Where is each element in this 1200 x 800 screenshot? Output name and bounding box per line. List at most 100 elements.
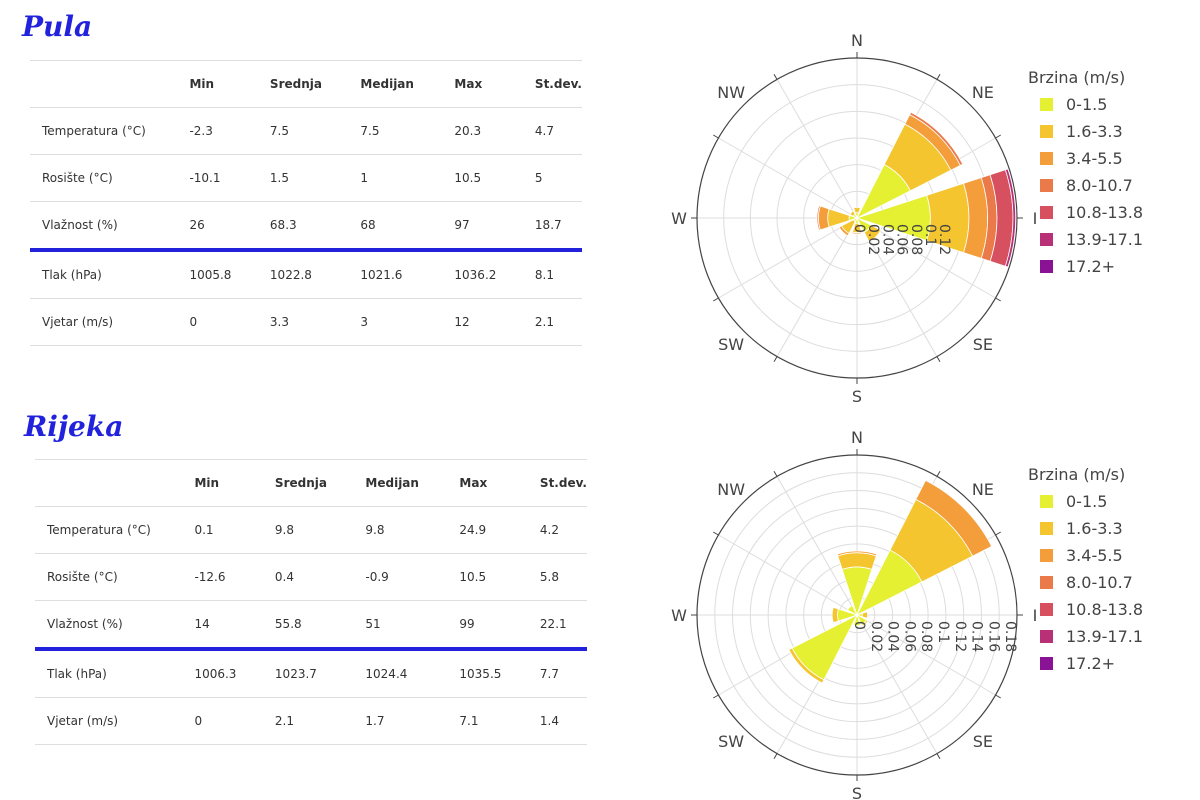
stats-table-header: Min Srednja Medijan Max St.dev. — [30, 60, 582, 108]
direction-label: S — [852, 784, 862, 800]
legend-swatch — [1040, 98, 1053, 111]
grid-spoke — [776, 476, 858, 616]
direction-label: SW — [718, 335, 744, 354]
rose-bar — [853, 613, 861, 627]
legend-label: 17.2+ — [1066, 654, 1115, 673]
direction-label: N — [851, 31, 863, 50]
header-cell-srednja: Srednja — [262, 459, 354, 507]
table-row: Vlažnost (%) 26 68.3 68 97 18.7 — [30, 201, 582, 252]
table-cell: -12.6 — [182, 553, 263, 601]
legend-swatch — [1040, 125, 1053, 138]
table-cell: 1023.7 — [262, 649, 354, 698]
rose-bar — [788, 647, 825, 684]
legend-swatch — [1040, 630, 1053, 643]
angular-tick — [712, 134, 719, 139]
table-cell: 0.1 — [182, 506, 263, 554]
legend-label: 13.9-17.1 — [1066, 627, 1143, 646]
header-cell-medijan: Medijan — [353, 459, 448, 507]
table-cell: 1035.5 — [447, 649, 528, 698]
table-cell: -10.1 — [177, 154, 258, 202]
table-cell: 7.7 — [527, 649, 587, 698]
table-cell: 1 — [348, 154, 443, 202]
header-cell-empty — [30, 60, 178, 108]
table-cell: 0 — [177, 298, 258, 346]
angular-tick — [773, 753, 778, 760]
legend-swatch — [1040, 549, 1053, 562]
table-cell: 2.1 — [522, 298, 582, 346]
table-cell: 4.7 — [522, 107, 582, 155]
row-label: Rosište (°C) — [35, 553, 183, 601]
stats-table-rijeka: Min Srednja Medijan Max St.dev. Temperat… — [35, 459, 587, 745]
radial-tick-label: 0 — [851, 621, 867, 630]
direction-label: I — [1033, 209, 1038, 228]
radial-tick-label: 0.12 — [936, 224, 952, 255]
row-label: Temperatura (°C) — [35, 506, 183, 554]
header-cell-max: Max — [447, 459, 528, 507]
rose-bar — [1004, 168, 1017, 268]
stats-table-body: Temperatura (°C) -2.3 7.5 7.5 20.3 4.7 Rosište… — [30, 107, 582, 346]
radial-tick-label: 0.04 — [885, 621, 901, 652]
row-label: Vjetar (m/s) — [30, 298, 178, 346]
table-row: Rosište (°C) -12.6 0.4 -0.9 10.5 5.8 — [35, 553, 587, 601]
table-cell: 51 — [353, 600, 448, 651]
radial-tick-label: 0.16 — [985, 621, 1001, 652]
legend-label: 17.2+ — [1066, 257, 1115, 276]
angular-tick — [936, 470, 941, 477]
row-label: Rosište (°C) — [30, 154, 178, 202]
legend-swatch — [1040, 152, 1053, 165]
direction-label: I — [1033, 606, 1038, 625]
rose-bar — [863, 224, 882, 243]
header-cell-min: Min — [182, 459, 263, 507]
angular-tick — [995, 694, 1002, 699]
legend-label: 0-1.5 — [1066, 95, 1107, 114]
rose-bar — [846, 604, 858, 616]
radial-tick-label: 0 — [851, 224, 867, 233]
angular-tick — [773, 470, 778, 477]
table-cell: 22.1 — [527, 600, 587, 651]
table-row: Tlak (hPa) 1005.8 1022.8 1021.6 1036.2 8.1 — [30, 250, 582, 299]
legend-swatch — [1040, 260, 1053, 273]
table-cell: 97 — [442, 201, 523, 252]
legend-swatch — [1040, 657, 1053, 670]
stats-table-header: Min Srednja Medijan Max St.dev. — [35, 459, 587, 507]
direction-label: NE — [972, 83, 994, 102]
table-cell: 8.1 — [522, 250, 582, 299]
radial-tick-label: 0.06 — [901, 621, 917, 652]
rose-bar — [791, 614, 858, 681]
radial-tick-label: 0.08 — [918, 621, 934, 652]
stats-table-body: Temperatura (°C) 0.1 9.8 9.8 24.9 4.2 Rosište … — [35, 506, 587, 745]
angular-tick — [773, 356, 778, 363]
table-cell: 1036.2 — [442, 250, 523, 299]
angular-tick — [773, 73, 778, 80]
direction-label: NW — [717, 480, 745, 499]
header-cell-min: Min — [177, 60, 258, 108]
table-row: Rosište (°C) -10.1 1.5 1 10.5 5 — [30, 154, 582, 202]
angular-tick — [712, 694, 719, 699]
table-cell: 68 — [348, 201, 443, 252]
table-cell: -2.3 — [177, 107, 258, 155]
legend-swatch — [1040, 576, 1053, 589]
rose-bar — [853, 206, 861, 214]
angular-tick — [936, 753, 941, 760]
grid-spoke — [776, 217, 858, 357]
row-label: Vlažnost (%) — [30, 201, 178, 252]
radial-tick-label: 0.14 — [969, 621, 985, 652]
rose-bar — [851, 231, 863, 235]
table-cell: 24.9 — [447, 506, 528, 554]
rose-bar — [838, 225, 850, 237]
row-label: Tlak (hPa) — [30, 250, 178, 299]
legend-label: 13.9-17.1 — [1066, 230, 1143, 249]
table-row: Temperatura (°C) 0.1 9.8 9.8 24.9 4.2 — [35, 506, 587, 554]
city-title-pula: Pula — [22, 10, 93, 43]
wind-rose-group: N NE I SE S SW W NW 0 0.02 0.04 0.06 0.08 0.1 0.12 0.14… — [671, 428, 1037, 800]
legend-swatch — [1040, 603, 1053, 616]
angular-tick — [995, 297, 1002, 302]
radial-tick-label: 0.08 — [908, 224, 924, 255]
table-cell: 7.1 — [447, 697, 528, 745]
table-cell: 4.2 — [527, 506, 587, 554]
angular-tick — [936, 356, 941, 363]
legend: Brzina (m/s) 0-1.5 1.6-3.3 3.4-5.5 8.0-10.7 1… — [1028, 465, 1143, 673]
angular-tick — [995, 134, 1002, 139]
table-row: Temperatura (°C) -2.3 7.5 7.5 20.3 4.7 — [30, 107, 582, 155]
table-cell: 1024.4 — [353, 649, 448, 698]
